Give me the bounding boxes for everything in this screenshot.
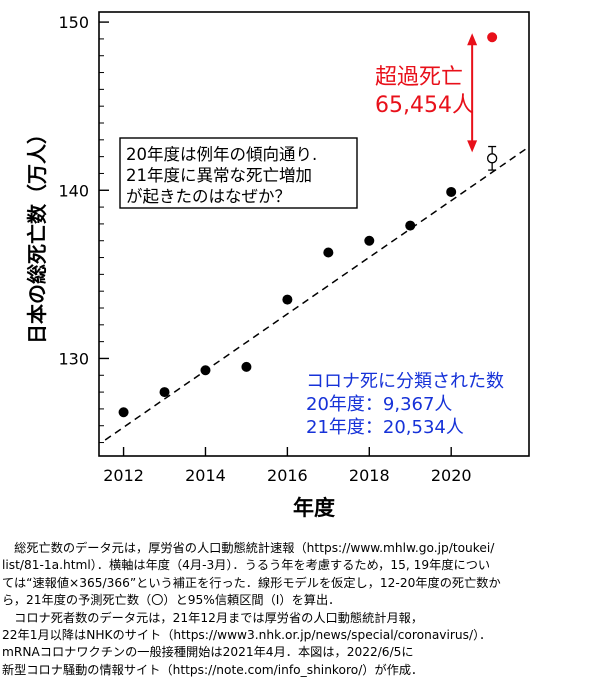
x-tick-label: 2018	[349, 466, 390, 485]
chart: 2012 2014 2016 2018 2020 130 140 150 年度 日本の総死亡…	[25, 11, 530, 520]
excess-death-title: 超過死亡	[375, 65, 463, 90]
question-line-2: 21年度に異常な死亡増加	[126, 166, 312, 185]
excess-arrow-head-down	[467, 140, 478, 153]
predicted-2021	[486, 145, 498, 171]
x-axis-label: 年度	[293, 496, 335, 520]
actual-2021-point	[487, 32, 498, 43]
data-points	[118, 186, 457, 418]
y-tick-label: 150	[58, 13, 89, 32]
x-tick-label: 2020	[431, 466, 472, 485]
plot-frame	[98, 11, 530, 457]
data-point	[118, 407, 129, 418]
corona-deaths-title: コロナ死に分類された数	[306, 371, 504, 392]
data-point	[282, 294, 293, 305]
data-point	[405, 220, 416, 231]
y-tick-label: 130	[58, 349, 89, 368]
data-point	[159, 387, 170, 398]
question-line-1: 20年度は例年の傾向通り.	[126, 145, 317, 164]
data-point	[323, 247, 334, 258]
caption-line: ては“速報値×365/366”という補正を行った．線形モデルを仮定し，12-20…	[2, 575, 501, 590]
caption-line: 新型コロナ騒動の情報サイト（https://note.com/info_shin…	[2, 662, 424, 677]
y-axis-label: 日本の総死亡数（万人）	[25, 124, 49, 344]
caption-line: 総死亡数のデータ元は，厚労省の人口動態統計速報（https://www.mhlw…	[2, 541, 495, 555]
caption-line: mRNAコロナワクチンの一般接種開始は2021年4月．本図は，2022/6/5に	[2, 645, 414, 660]
caption-line: ら，21年度の予測死亡数（〇）と95%信頼区間（I）を算出．	[2, 593, 341, 608]
question-box	[119, 137, 358, 209]
x-tick-label: 2012	[103, 466, 144, 485]
excess-death-annotation	[467, 32, 498, 153]
trend-line	[104, 147, 528, 441]
data-point	[446, 186, 457, 197]
x-tick-label: 2016	[267, 466, 308, 485]
predicted-point	[486, 153, 498, 164]
y-tick-label: 140	[58, 181, 89, 200]
x-tick-label: 2014	[185, 466, 226, 485]
y-axis-ticks: 130 140 150	[58, 13, 109, 444]
caption-line: コロナ死者数のデータ元は，21年12月までは厚労省の人口動態統計月報，	[2, 610, 424, 625]
question-line-3: が起きたのはなぜか？	[126, 187, 291, 206]
x-axis-ticks: 2012 2014 2016 2018 2020	[103, 447, 472, 485]
excess-arrow-head-up	[467, 33, 478, 46]
figure-caption: 総死亡数のデータ元は，厚労省の人口動態統計速報（https://www.mhlw…	[2, 540, 592, 679]
data-point	[200, 365, 211, 376]
caption-line: list/81-1a.html）．横軸は年度（4月-3月）．うるう年を考慮するた…	[2, 558, 491, 573]
corona-deaths-2020: 20年度：9,367人	[306, 394, 452, 415]
data-point	[241, 361, 252, 372]
data-point	[364, 235, 375, 246]
caption-line: 22年1月以降はNHKのサイト（https://www3.nhk.or.jp/n…	[2, 628, 492, 643]
excess-death-value: 65,454人	[375, 93, 474, 118]
corona-deaths-2021: 21年度：20,534人	[306, 417, 464, 438]
